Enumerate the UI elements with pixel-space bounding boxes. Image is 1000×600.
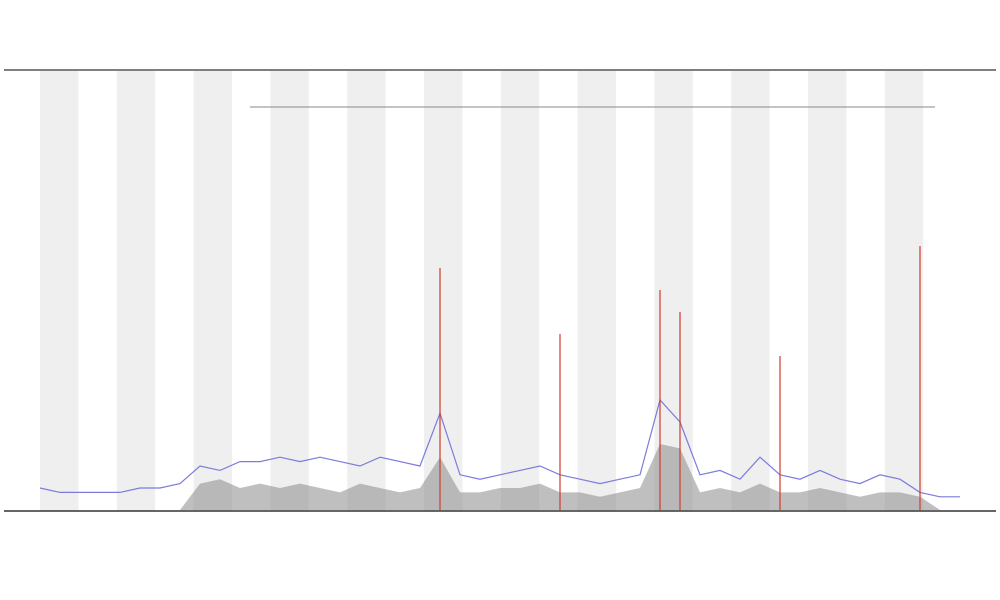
band [808, 71, 847, 511]
band [40, 71, 79, 511]
band [347, 71, 386, 511]
band [884, 71, 924, 511]
band [500, 71, 540, 511]
bands [40, 71, 924, 511]
plot [39, 246, 960, 510]
band [116, 71, 156, 511]
area [40, 444, 960, 510]
band [731, 71, 770, 511]
band [270, 71, 309, 511]
band [193, 71, 232, 511]
band [577, 71, 616, 511]
series-line [39, 398, 960, 498]
band [424, 71, 463, 511]
